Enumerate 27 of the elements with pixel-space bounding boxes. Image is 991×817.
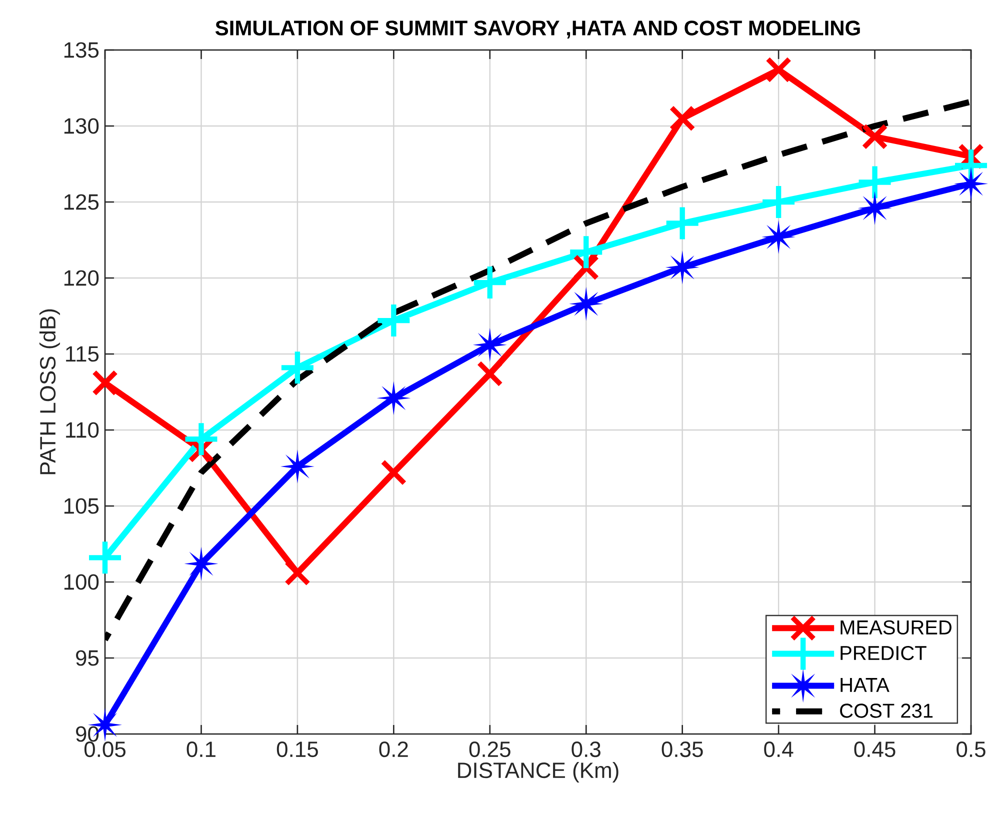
x-tick-label: 0.35 xyxy=(662,742,703,758)
y-tick-label: 125 xyxy=(64,194,99,210)
x-tick-label: 0.5 xyxy=(956,742,986,758)
y-tick-label: 130 xyxy=(64,118,99,134)
y-tick-label: 135 xyxy=(64,42,99,58)
legend-label: MEASURED xyxy=(840,620,952,635)
legend-label: PREDICT xyxy=(840,646,926,660)
chart-title: SIMULATION OF SUMMIT SAVORY ,HATA AND COST MODELING xyxy=(215,20,860,38)
x-tick-label: 0.15 xyxy=(276,742,318,758)
legend-label: COST 231 xyxy=(840,704,933,718)
x-tick-label: 0.45 xyxy=(854,742,896,758)
y-axis-title: PATH LOSS (dB) xyxy=(39,309,60,474)
x-tick-label: 0.05 xyxy=(84,742,126,758)
x-tick-label: 0.1 xyxy=(186,742,216,758)
x-tick-label: 0.4 xyxy=(764,742,794,758)
y-tick-label: 110 xyxy=(66,422,99,438)
y-tick-label: 120 xyxy=(64,270,99,286)
y-tick-label: 95 xyxy=(76,650,99,666)
y-tick-label: 105 xyxy=(64,498,99,514)
x-tick-label: 0.3 xyxy=(572,742,600,758)
y-tick-label: 115 xyxy=(66,346,99,362)
x-tick-label: 0.2 xyxy=(379,742,408,758)
y-tick-label: 90 xyxy=(76,726,99,742)
legend-label: HATA xyxy=(840,678,890,692)
x-tick-label: 0.25 xyxy=(469,742,510,758)
y-tick-label: 100 xyxy=(64,574,99,590)
x-axis-title: DISTANCE (Km) xyxy=(458,762,618,782)
